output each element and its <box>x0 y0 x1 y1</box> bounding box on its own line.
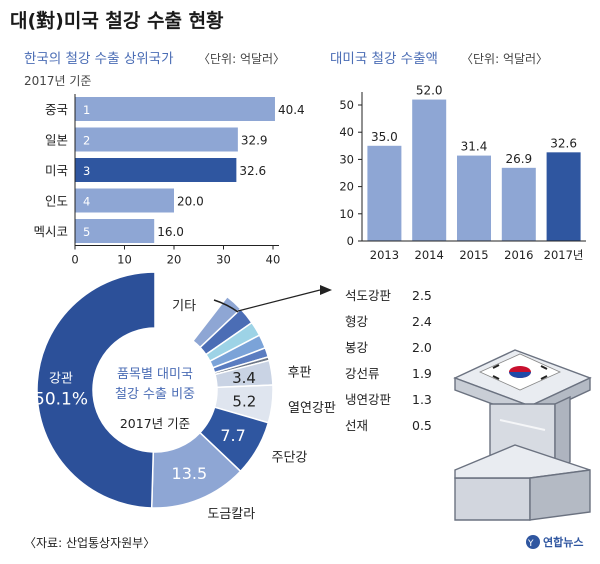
export-y-tick-label: 30 <box>339 152 354 166</box>
pie-slice-label: 강관 <box>49 372 73 387</box>
callout-bracket <box>213 299 239 313</box>
pie-subtitle: 2017년 기준 <box>120 416 190 431</box>
export-y-tick-label: 50 <box>339 98 354 112</box>
rank-bar <box>75 97 275 121</box>
pie-slice-value: 3.4 <box>232 369 256 387</box>
export-y-tick-label: 0 <box>347 234 354 248</box>
export-value-label: 26.9 <box>505 152 532 166</box>
rank-value-label: 16.0 <box>157 225 184 239</box>
breakdown-label: 봉강 <box>345 340 369 355</box>
export-value-label: 35.0 <box>371 130 398 144</box>
svg-text:연합뉴스: 연합뉴스 <box>543 535 583 549</box>
rank-bar <box>75 219 155 243</box>
export-x-tick-label: 2016 <box>504 248 533 262</box>
steel-h-beam-illustration <box>453 349 592 521</box>
export-bar <box>546 152 581 241</box>
us-export-chart-title: 대미국 철강 수출액 <box>330 51 438 67</box>
yonhap-logo: Y 연합뉴스 <box>526 535 583 549</box>
rank-bar <box>75 127 238 152</box>
pie-slice-value: 7.7 <box>220 426 245 445</box>
main-title: 대(對)미국 철강 수출 현황 <box>10 9 224 32</box>
rank-value-label: 32.6 <box>239 164 266 178</box>
product-share-pie: 기타 3.4 후판 5.2 열연강판 7.7 주단강 13.5 도금칼라 강관 50.1% <box>34 271 336 522</box>
export-bar <box>367 145 402 241</box>
korea-flag-icon <box>479 353 561 391</box>
pie-slice-label: 후판 <box>288 366 312 381</box>
breakdown-value: 1.9 <box>412 366 432 381</box>
rank-chart-title: 한국의 철강 수출 상위국가 <box>24 51 174 67</box>
rank-category-label: 중국 <box>45 102 68 117</box>
rank-chart-subtitle: 2017년 기준 <box>24 74 91 88</box>
rank-x-tick-label: 20 <box>167 253 182 267</box>
callout-arrow-icon <box>320 285 332 295</box>
export-value-label: 52.0 <box>416 84 443 98</box>
rank-number: 1 <box>83 103 90 117</box>
export-y-tick-label: 40 <box>339 125 354 139</box>
breakdown-value: 1.3 <box>412 392 432 407</box>
export-bar <box>457 155 491 241</box>
rank-number: 3 <box>83 164 90 178</box>
export-x-tick-label: 2014 <box>415 248 444 262</box>
rank-chart-unit: 〈단위: 억달러〉 <box>198 52 285 66</box>
pie-title-line2: 철강 수출 비중 <box>115 387 195 402</box>
rank-category-label: 멕시코 <box>33 224 68 239</box>
export-y-tick-label: 20 <box>339 180 354 194</box>
rank-value-label: 40.4 <box>278 103 305 117</box>
source-note: 〈자료: 산업통상자원부〉 <box>24 536 155 550</box>
callout-line <box>237 289 321 312</box>
breakdown-label: 석도강판 <box>345 288 392 303</box>
other-breakdown-list: 석도강판 2.5 형강 2.4 봉강 2.0 강선류 1.9 냉연강판 1.3 선재 0.5 <box>345 288 432 433</box>
pie-center-hole <box>93 328 217 452</box>
us-export-chart: 0 10 20 30 40 50 35.0 2013 52.0 2014 31.4 2015 26.9 2… <box>339 84 586 262</box>
rank-number: 2 <box>83 134 90 148</box>
pie-slice-label: 기타 <box>172 299 196 314</box>
rank-bar <box>75 158 237 182</box>
us-export-chart-unit: 〈단위: 억달러〉 <box>461 52 548 66</box>
breakdown-value: 2.4 <box>412 314 432 329</box>
pie-title-line1: 품목별 대미국 <box>117 367 193 382</box>
pie-slice-value: 5.2 <box>232 393 256 411</box>
rank-number: 4 <box>83 195 90 209</box>
rank-x-tick-label: 30 <box>216 253 231 267</box>
rank-number: 5 <box>83 225 90 239</box>
export-x-tick-label: 2013 <box>370 248 399 262</box>
export-bar <box>501 167 536 241</box>
rank-chart: 중국 1 40.4 일본 2 32.9 미국 3 32.6 인도 4 20.0 멕시코 5 16.0 0 10 2… <box>33 94 305 267</box>
rank-category-label: 인도 <box>45 194 68 209</box>
rank-category-label: 미국 <box>45 163 68 178</box>
export-value-label: 32.6 <box>550 136 577 150</box>
pie-slice-label: 열연강판 <box>288 401 336 416</box>
rank-x-tick-label: 0 <box>71 253 78 267</box>
export-x-tick-label: 2015 <box>459 248 488 262</box>
rank-bar <box>75 188 174 213</box>
export-y-tick-label: 10 <box>339 207 354 221</box>
breakdown-value: 0.5 <box>412 418 432 433</box>
rank-value-label: 32.9 <box>241 134 268 148</box>
breakdown-label: 형강 <box>345 314 369 329</box>
rank-value-label: 20.0 <box>177 195 204 209</box>
pie-slice-label: 도금칼라 <box>207 507 255 522</box>
pie-slice-label: 주단강 <box>272 451 308 466</box>
rank-x-tick-label: 10 <box>117 253 132 267</box>
pie-slice-value: 13.5 <box>172 464 208 483</box>
export-x-tick-label: 2017년 <box>544 248 584 262</box>
breakdown-value: 2.5 <box>412 288 432 303</box>
breakdown-label: 강선류 <box>345 366 380 381</box>
breakdown-label: 선재 <box>345 418 368 433</box>
export-value-label: 31.4 <box>461 140 488 154</box>
breakdown-value: 2.0 <box>412 340 432 355</box>
svg-text:Y: Y <box>527 539 534 549</box>
pie-slice-value: 50.1% <box>34 390 88 410</box>
rank-category-label: 일본 <box>45 133 68 148</box>
breakdown-label: 냉연강판 <box>345 392 392 407</box>
rank-x-tick-label: 40 <box>266 253 281 267</box>
export-bar <box>412 99 447 241</box>
